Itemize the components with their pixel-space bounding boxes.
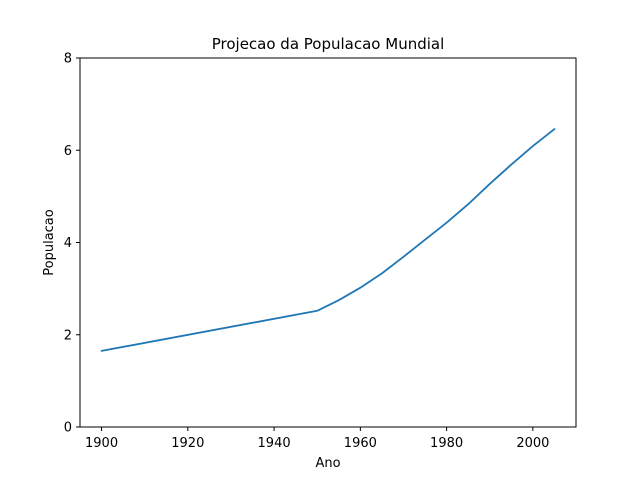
y-tick-label: 8 [64,52,72,67]
y-tick-label: 4 [64,236,72,251]
series-line [100,128,556,352]
y-axis-label: Populacao [42,209,57,276]
x-tick-label: 1920 [171,436,204,451]
x-tick-label: 2000 [516,436,549,451]
x-tick-label: 1900 [85,436,118,451]
chart-title: Projecao da Populacao Mundial [212,35,445,53]
x-tick-label: 1960 [344,436,377,451]
y-tick-label: 0 [64,421,72,436]
plot-area: 1900 1920 1940 1960 1980 2000 0 2 4 6 8 [64,52,556,451]
y-tick-label: 2 [64,328,72,343]
x-tick-label: 1940 [258,436,291,451]
x-tick-label: 1980 [430,436,463,451]
plot-frame [79,57,577,428]
y-tick-label: 6 [64,144,72,159]
x-axis-label: Ano [315,456,340,471]
